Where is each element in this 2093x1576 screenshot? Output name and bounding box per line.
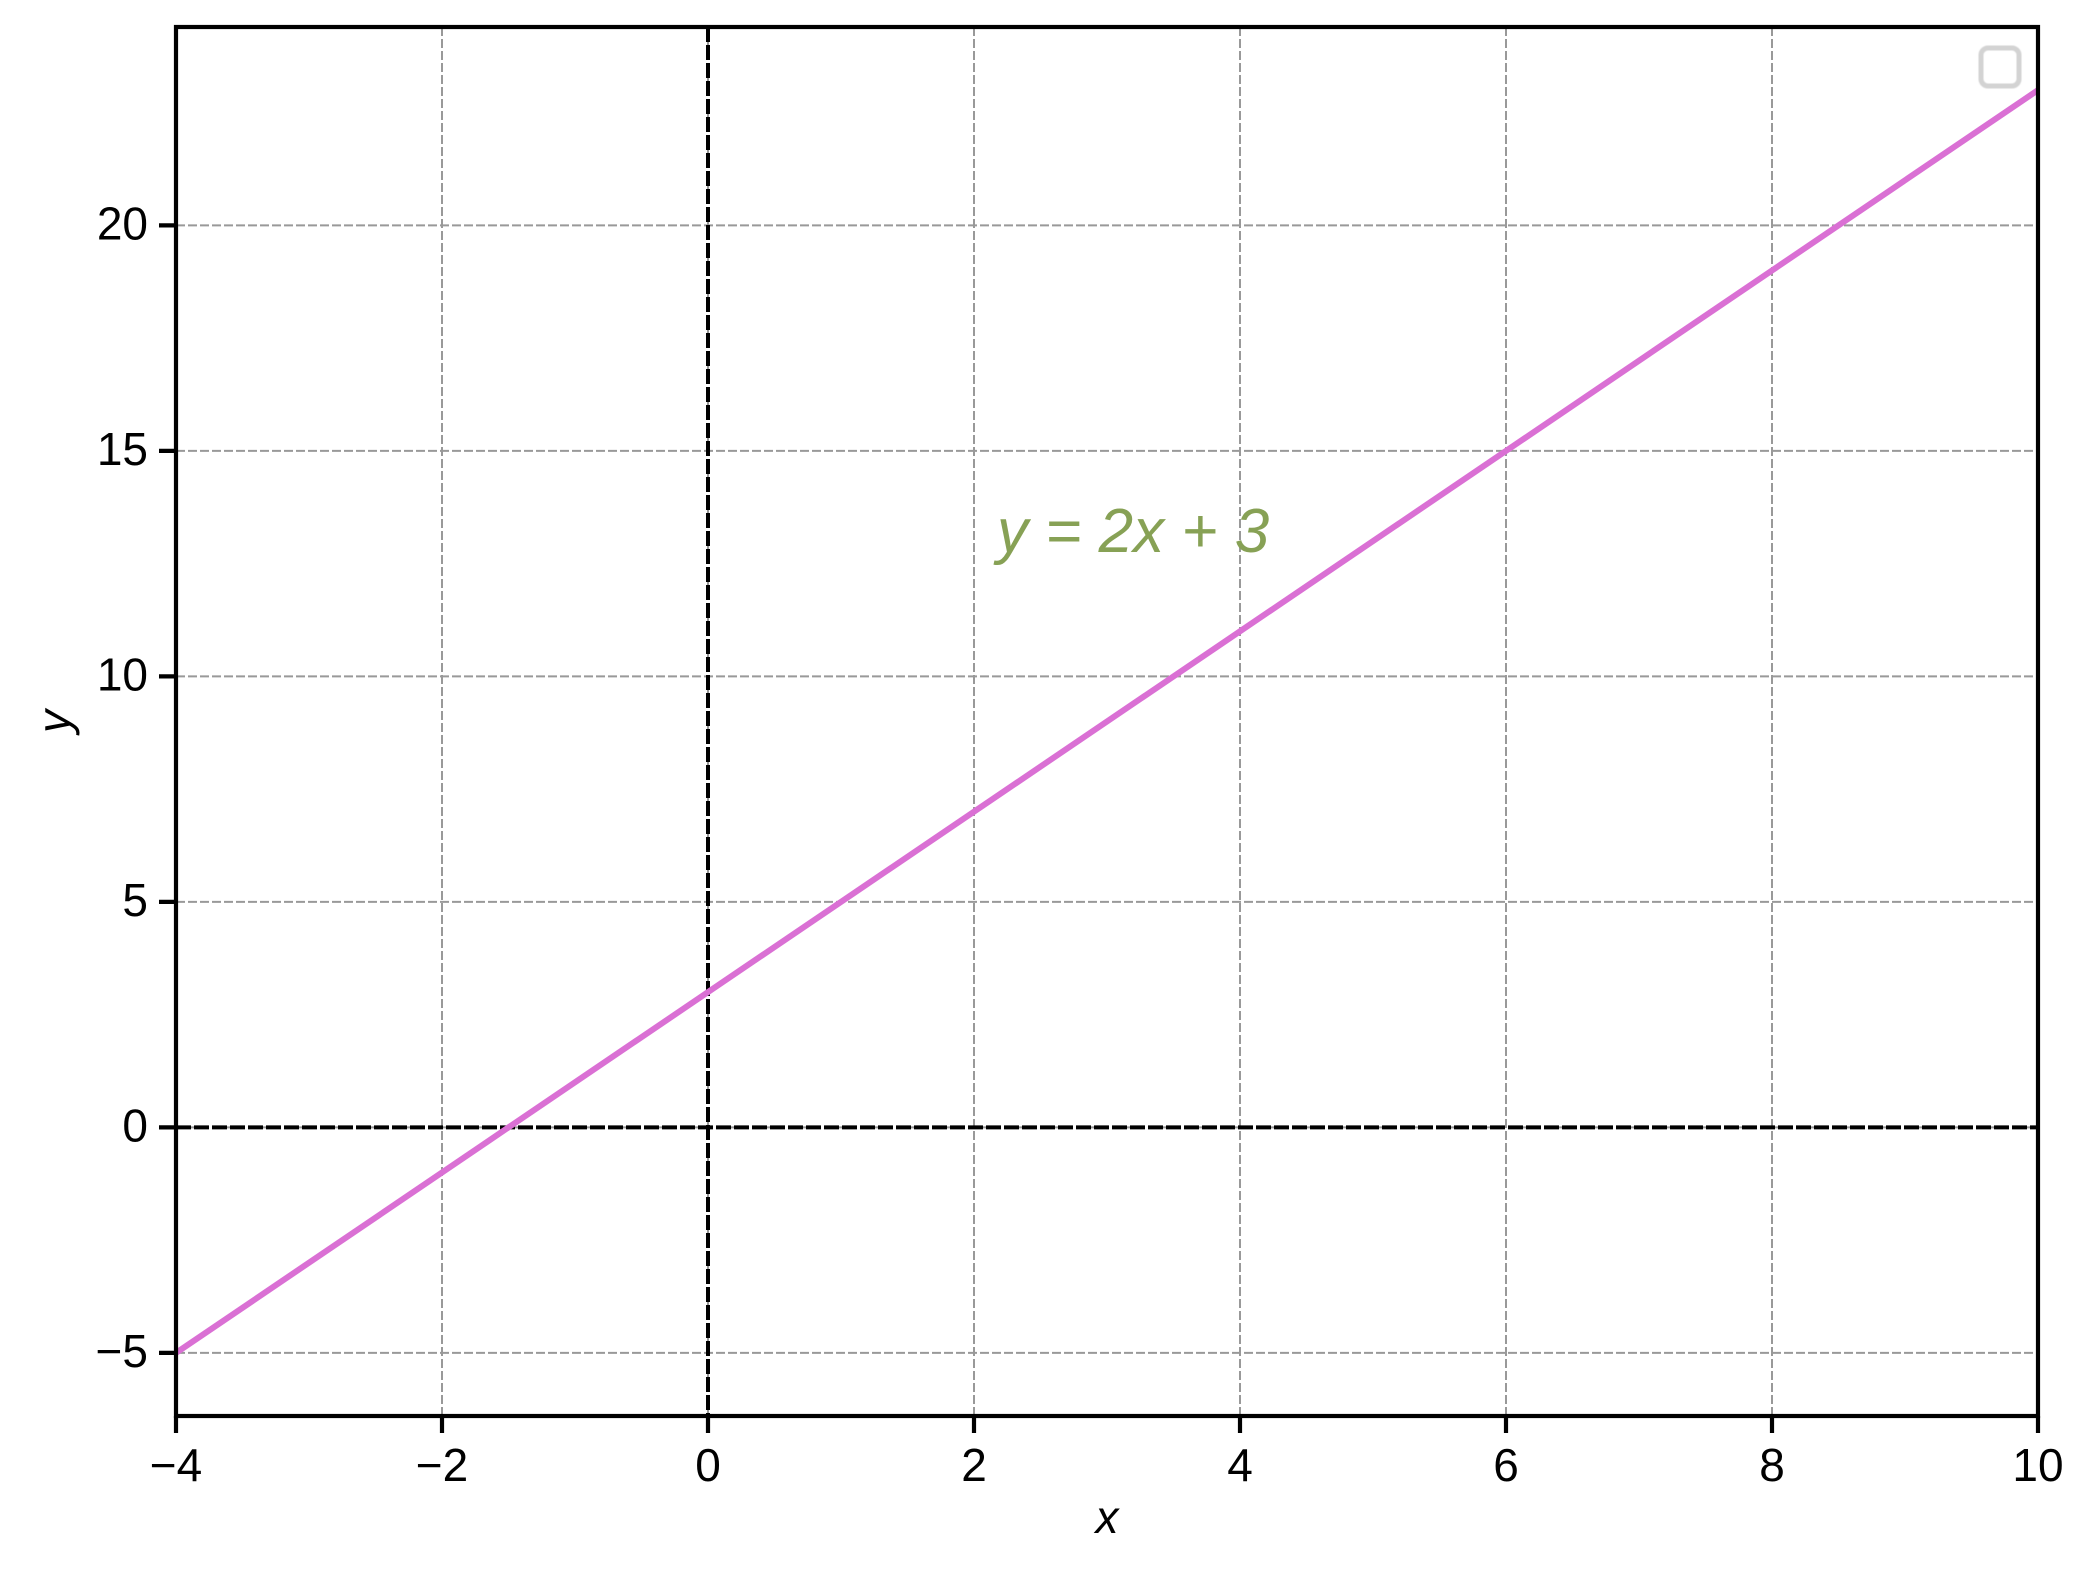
svg-text:0: 0 [695,1439,721,1491]
svg-text:6: 6 [1493,1439,1519,1491]
svg-text:10: 10 [97,648,148,700]
svg-text:0: 0 [122,1099,148,1151]
svg-text:20: 20 [97,197,148,249]
svg-text:5: 5 [122,874,148,926]
svg-text:−5: −5 [96,1325,148,1377]
svg-text:y: y [28,707,80,736]
svg-text:8: 8 [1759,1439,1785,1491]
svg-text:x: x [1094,1491,1121,1543]
svg-text:15: 15 [97,423,148,475]
svg-text:2: 2 [961,1439,987,1491]
svg-text:4: 4 [1227,1439,1253,1491]
svg-text:−2: −2 [416,1439,468,1491]
svg-text:y = 2x + 3: y = 2x + 3 [993,497,1269,566]
svg-text:10: 10 [2012,1439,2063,1491]
svg-text:−4: −4 [150,1439,202,1491]
